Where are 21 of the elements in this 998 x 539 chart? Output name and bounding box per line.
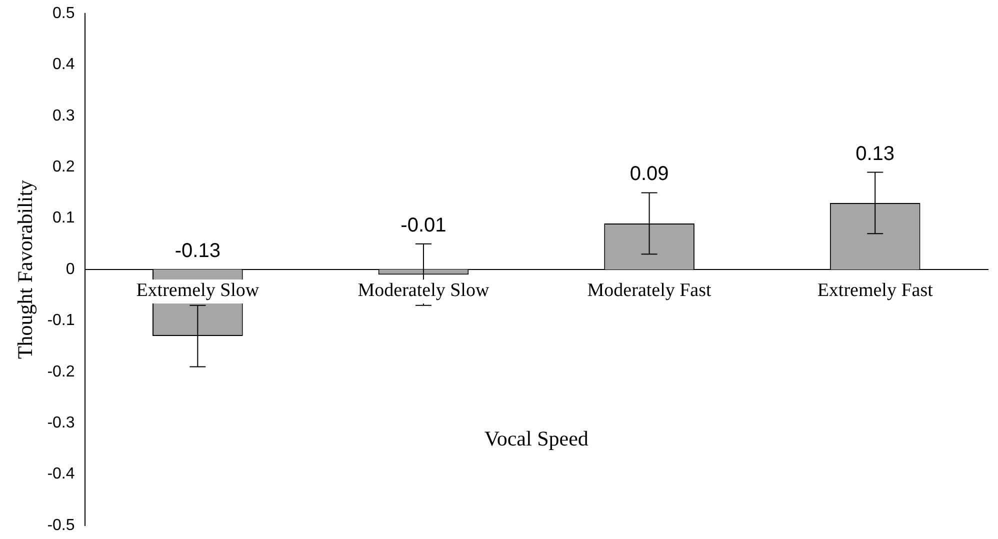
y-tick-label: -0.1: [47, 312, 75, 330]
x-axis-title: Vocal Speed: [484, 426, 589, 451]
data-label: 0.09: [630, 163, 669, 186]
y-axis-title: Thought Favorability: [13, 179, 38, 360]
y-tick-label: -0.3: [47, 414, 75, 432]
data-label: -0.13: [174, 240, 220, 262]
x-tick-label: Moderately Fast: [587, 280, 712, 301]
y-tick-label: -0.2: [47, 363, 75, 380]
x-tick-label: Moderately Slow: [358, 280, 490, 301]
y-tick-label: 0.3: [52, 107, 75, 124]
y-tick-label: -0.4: [47, 466, 75, 483]
y-tick-label: 0.2: [52, 158, 75, 176]
data-label: -0.01: [400, 214, 446, 236]
data-label: 0.13: [856, 142, 895, 165]
y-tick-label: 0.4: [52, 56, 75, 74]
x-tick-label: Extremely Fast: [817, 280, 934, 301]
y-tick-label: -0.5: [47, 516, 75, 534]
y-tick-label: 0: [66, 260, 75, 278]
y-tick-label: 0.5: [52, 5, 75, 22]
x-tick-label: Extremely Slow: [136, 280, 260, 301]
y-tick-label: 0.1: [52, 210, 75, 227]
